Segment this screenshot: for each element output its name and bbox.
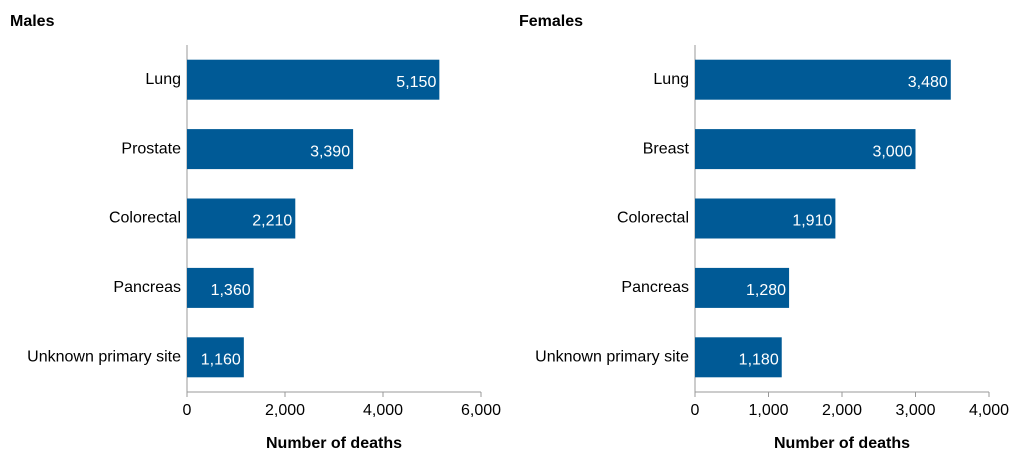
y-tick-label: Unknown primary site bbox=[535, 349, 689, 366]
x-tick-label: 3,000 bbox=[895, 402, 935, 419]
x-tick-label: 4,000 bbox=[969, 402, 1009, 419]
y-tick-label: Prostate bbox=[121, 140, 181, 157]
bar bbox=[695, 198, 836, 239]
y-tick-label: Lung bbox=[653, 71, 689, 88]
x-tick-label: 2,000 bbox=[265, 402, 305, 419]
x-tick-label: 2,000 bbox=[822, 402, 862, 419]
bar bbox=[187, 267, 254, 308]
y-tick-label: Breast bbox=[643, 140, 690, 157]
bar bbox=[187, 59, 440, 100]
value-label: 1,180 bbox=[739, 352, 779, 369]
y-tick-label: Colorectal bbox=[617, 210, 689, 227]
value-label: 3,480 bbox=[908, 74, 948, 91]
y-tick-label: Unknown primary site bbox=[27, 349, 181, 366]
y-tick-label: Pancreas bbox=[113, 279, 181, 296]
value-label: 1,280 bbox=[746, 282, 786, 299]
value-label: 1,160 bbox=[201, 352, 241, 369]
value-label: 1,360 bbox=[211, 282, 251, 299]
x-tick-label: 6,000 bbox=[461, 402, 501, 419]
value-label: 5,150 bbox=[396, 74, 436, 91]
chart-title: Males bbox=[10, 13, 55, 30]
value-label: 3,000 bbox=[872, 143, 912, 160]
x-axis-label: Number of deaths bbox=[266, 435, 402, 452]
value-label: 1,910 bbox=[792, 213, 832, 230]
chart-title: Females bbox=[519, 13, 583, 30]
y-tick-label: Pancreas bbox=[621, 279, 689, 296]
x-tick-label: 0 bbox=[183, 402, 192, 419]
bar bbox=[187, 198, 296, 239]
x-tick-label: 4,000 bbox=[363, 402, 403, 419]
x-tick-label: 1,000 bbox=[748, 402, 788, 419]
bar bbox=[187, 129, 354, 170]
bar bbox=[695, 267, 790, 308]
value-label: 2,210 bbox=[252, 213, 292, 230]
bar bbox=[695, 337, 782, 378]
value-label: 3,390 bbox=[310, 143, 350, 160]
bar bbox=[187, 337, 244, 378]
bar bbox=[695, 59, 951, 100]
y-tick-label: Colorectal bbox=[109, 210, 181, 227]
y-tick-label: Lung bbox=[145, 71, 181, 88]
x-axis-label: Number of deaths bbox=[774, 435, 910, 452]
x-tick-label: 0 bbox=[691, 402, 700, 419]
bar bbox=[695, 129, 916, 170]
